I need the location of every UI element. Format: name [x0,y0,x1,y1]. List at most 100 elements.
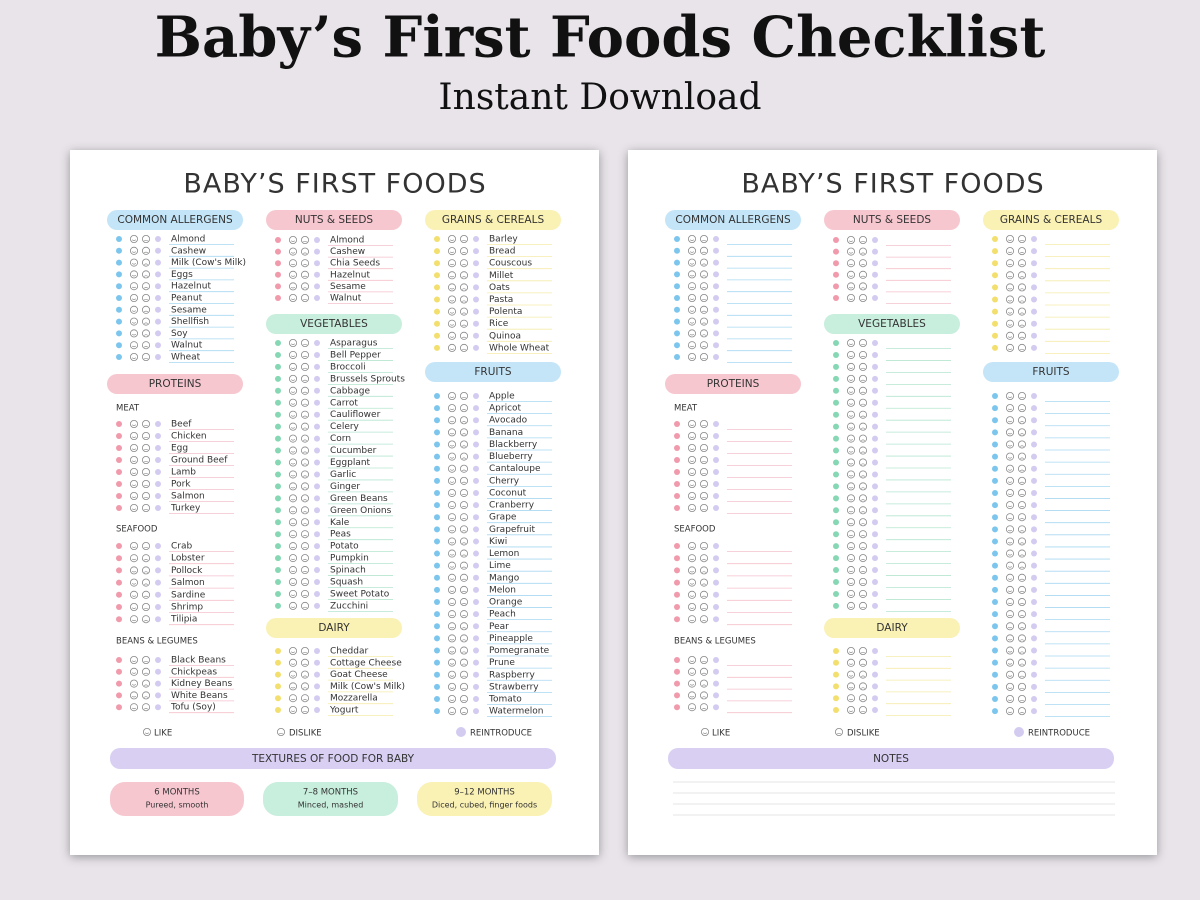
section-heading-bg [983,362,1119,382]
smiley-mouth [1019,554,1025,556]
reintroduce-dot [713,342,719,349]
smiley-icon [859,282,868,291]
smiley-icon [459,307,468,316]
smiley-mouth [689,460,695,462]
smiley-icon [688,329,697,338]
reintroduce-dot [314,543,320,550]
smiley-mouth [1019,578,1025,581]
group-label: MEAT [116,404,140,414]
smiley-mouth [1007,711,1013,714]
smiley-icon [141,443,150,452]
smiley-mouth [461,554,467,556]
food-item: Lime [489,561,511,571]
food-item: Avocado [489,416,528,426]
smiley-icon [688,341,697,350]
smiley-mouth [1019,276,1025,278]
smiley-icon [847,542,856,551]
smiley-mouth [143,298,149,301]
smiley-icon [688,352,697,361]
smiley-mouth [290,698,296,701]
reintroduce-dot [314,375,320,382]
food-item: Raspberry [489,670,535,680]
food-item: Coconut [489,488,527,498]
reintroduce-dot [872,602,878,609]
smiley-mouth [701,559,707,561]
smiley-icon [700,329,709,338]
smiley-mouth [290,263,296,266]
reintroduce-dot [314,602,320,609]
smiley-mouth [860,487,866,489]
legend-label: DISLIKE [289,729,322,739]
reintroduce-dot [872,248,878,255]
smiley-mouth [449,699,455,701]
smiley-icon [141,317,150,326]
status-dot [434,272,440,279]
smiley-mouth [290,427,296,429]
smiley-mouth [689,496,695,498]
status-dot [992,260,998,267]
smiley-icon [288,235,297,244]
smiley-mouth [1019,409,1025,411]
smiley-icon [859,446,868,455]
smiley-mouth [1007,239,1013,241]
smiley-mouth [131,424,137,426]
smiley-mouth [701,251,707,254]
status-dot [434,599,440,606]
smiley-mouth [131,472,137,474]
smiley-icon [288,338,297,347]
smiley-mouth [278,732,284,735]
smiley-icon [859,398,868,407]
smiley-icon [847,566,856,575]
reintroduce-dot [1031,671,1037,678]
reintroduce-dot [473,441,479,448]
smiley-mouth [461,312,467,314]
group-label: SEAFOOD [674,525,716,535]
smiley-mouth [131,322,137,324]
smiley-mouth [860,427,866,429]
smiley-icon [688,455,697,464]
smiley-icon [847,530,856,539]
section-heading-bg [107,374,243,394]
reintroduce-dot [473,562,479,569]
smiley-mouth [449,420,455,423]
smiley-mouth [302,499,308,501]
smiley-icon [1006,391,1015,400]
smiley-mouth [689,424,695,426]
smiley-icon [847,647,856,656]
smiley-icon [688,578,697,587]
food-item: Cherry [489,476,520,486]
smiley-icon [700,270,709,279]
food-item: Cantaloupe [489,464,541,474]
smiley-mouth [1007,529,1013,532]
smiley-mouth [143,448,149,451]
section-heading: DAIRY [876,622,908,634]
smiley-icon [1018,525,1027,534]
food-item: Sardine [171,590,206,600]
smiley-icon [129,341,138,350]
smiley-mouth [860,606,866,609]
smiley-icon [447,416,456,425]
section-heading: FRUITS [474,366,512,378]
smiley-icon [1006,598,1015,607]
smiley-mouth [689,583,695,585]
smiley-icon [447,319,456,328]
reintroduce-dot [155,567,161,574]
smiley-icon [847,270,856,279]
reintroduce-dot [872,399,878,406]
reintroduce-dot [872,271,878,278]
smiley-mouth [848,391,854,393]
smiley-mouth [290,686,296,689]
status-dot [674,704,680,711]
smiley-icon [847,589,856,598]
smiley-icon [300,566,309,575]
section-heading: DAIRY [318,622,350,634]
smiley-icon [700,246,709,255]
reintroduce-dot [713,579,719,586]
reintroduce-dot [872,683,878,690]
smiley-mouth [461,457,467,459]
reintroduce-dot [872,471,878,478]
smiley-mouth [143,346,149,348]
smiley-icon [459,319,468,328]
status-dot [833,237,839,243]
smiley-icon [300,398,309,407]
